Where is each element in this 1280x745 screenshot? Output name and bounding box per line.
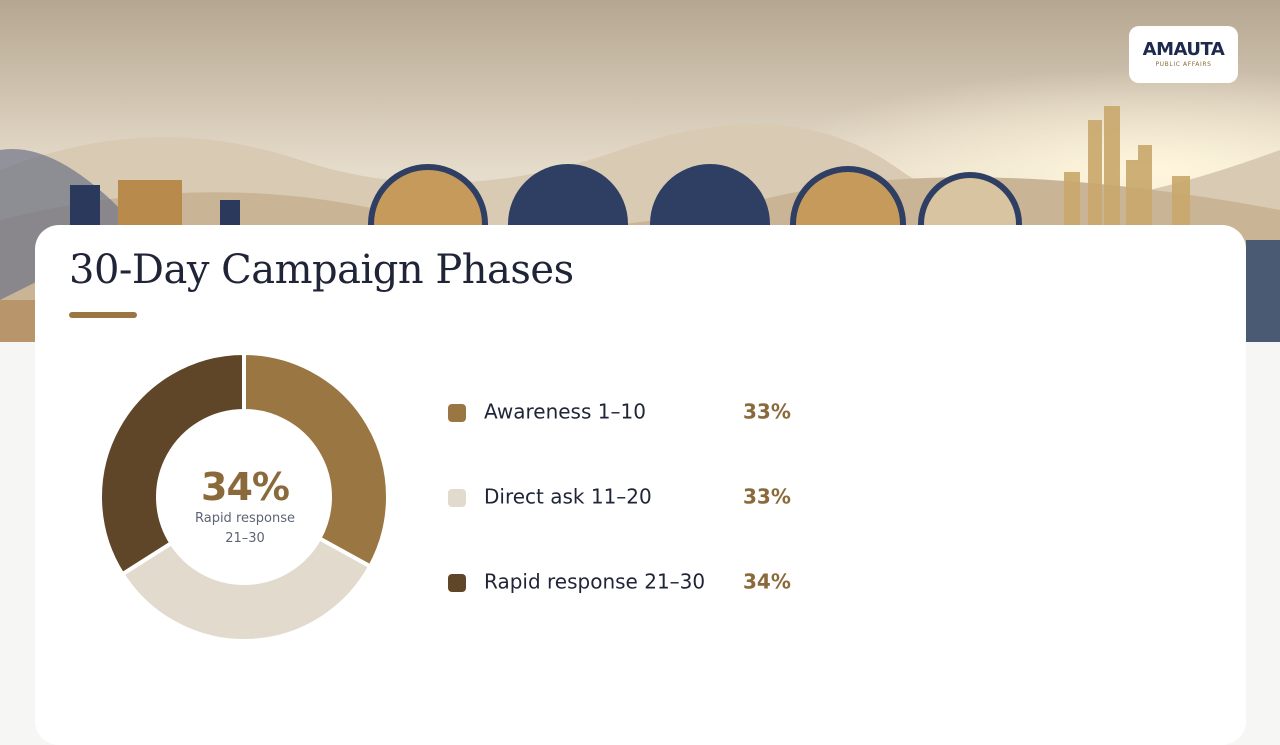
donut-center: 34% Rapid response 21–30	[185, 465, 305, 549]
legend-label: Rapid response 21–30	[484, 570, 705, 594]
chart: Awareness 1–10 33% Direct ask 11–20 33% Rapi…	[98, 350, 791, 643]
legend-label: Awareness 1–10	[484, 400, 646, 424]
legend-swatch	[448, 489, 466, 507]
center-label: Rapid response 21–30	[194, 511, 295, 546]
content-card: 30-Day Campaign Phases Awareness 1–10 33%…	[35, 225, 1246, 745]
legend-value: 33%	[743, 485, 791, 509]
center-value: 34%	[201, 465, 290, 509]
logo-tagline: PUBLIC AFFAIRS	[1155, 61, 1212, 68]
title-underline	[69, 312, 137, 318]
chart-title: 30-Day Campaign Phases	[69, 247, 574, 293]
donut-segment	[119, 535, 373, 643]
legend-value: 33%	[743, 400, 791, 424]
legend-label: Direct ask 11–20	[484, 485, 652, 509]
donut-segment	[242, 350, 390, 570]
donut-segment	[98, 350, 246, 577]
logo: AMAUTA PUBLIC AFFAIRS	[1129, 26, 1238, 83]
legend-swatch	[448, 404, 466, 422]
logo-name: AMAUTA	[1142, 39, 1225, 60]
legend-swatch	[448, 574, 466, 592]
page: AMAUTA PUBLIC AFFAIRS 30-Day Campaign Ph…	[0, 0, 1280, 641]
legend-value: 34%	[743, 570, 791, 594]
